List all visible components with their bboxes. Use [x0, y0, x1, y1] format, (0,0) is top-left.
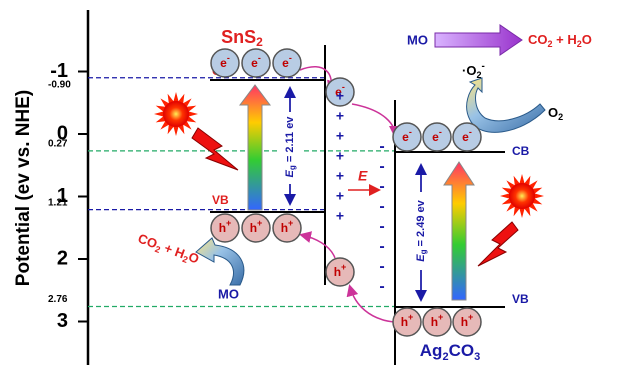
minus-sign: -	[379, 198, 384, 215]
superoxide-label: ·O2-	[462, 61, 485, 81]
level-label: 1.21	[48, 197, 68, 208]
field-label: E	[358, 168, 368, 184]
plus-sign: +	[336, 128, 344, 144]
products-label-left: CO2 + H2O	[135, 231, 201, 269]
plus-sign: +	[336, 108, 344, 124]
minus-sign: -	[379, 278, 384, 295]
diagram: Potential (ev vs. NHE) -10123 -0.900.271…	[0, 0, 624, 370]
ag2co3-vb: VB	[512, 292, 529, 306]
products-label: CO2 + H2O	[528, 32, 592, 49]
sun	[509, 183, 535, 209]
excitation-arrow	[240, 85, 270, 210]
reduction-arrow	[467, 78, 545, 132]
oxygen-label: O2	[548, 105, 563, 122]
tick-label: 2	[57, 247, 68, 269]
minus-sign: -	[379, 258, 384, 275]
mo-label: MO	[407, 32, 428, 47]
plus-sign: +	[336, 208, 344, 224]
minus-sign: -	[379, 138, 384, 155]
minus-sign: -	[379, 238, 384, 255]
hole-transfer	[302, 235, 335, 258]
mo-label-left: MO	[218, 286, 239, 301]
sun	[163, 101, 189, 127]
hole-transfer	[350, 287, 395, 322]
lightning	[192, 128, 238, 170]
plus-sign: +	[336, 168, 344, 184]
lightning	[478, 222, 518, 266]
ag2co3-formula: Ag2CO3	[420, 341, 480, 362]
reaction-arrow	[435, 25, 522, 55]
plus-sign: +	[336, 188, 344, 204]
sns2-formula: SnS2	[221, 27, 263, 49]
level-label: 2.76	[48, 294, 68, 305]
excitation-arrow	[444, 162, 474, 300]
level-label: -0.90	[48, 79, 71, 90]
axis-title: Potential (ev vs. NHE)	[13, 90, 34, 286]
minus-sign: -	[379, 158, 384, 175]
electron-transfer	[352, 104, 395, 135]
plus-sign: +	[336, 88, 344, 104]
level-label: 0.27	[48, 139, 68, 150]
oxidation-arrow	[196, 238, 244, 285]
plus-sign: +	[336, 148, 344, 164]
tick-label: 3	[57, 310, 68, 332]
minus-sign: -	[379, 218, 384, 235]
ag2co3-cb: CB	[512, 144, 530, 158]
minus-sign: -	[379, 178, 384, 195]
sns2-vb: VB	[212, 193, 229, 207]
